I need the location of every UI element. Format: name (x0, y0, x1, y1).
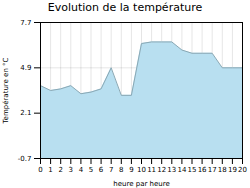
svg-text:8: 8 (119, 166, 123, 174)
svg-text:7: 7 (109, 166, 113, 174)
html-text:Evolution de la température: Evolution de la température (47, 1, 203, 14)
svg-text:20: 20 (238, 166, 247, 174)
svg-text:3: 3 (69, 166, 73, 174)
svg-text:12: 12 (157, 166, 166, 174)
svg-text:7.7: 7.7 (20, 19, 31, 27)
svg-text:-0.7: -0.7 (18, 155, 32, 163)
svg-text:17: 17 (208, 166, 217, 174)
svg-text:13: 13 (167, 166, 176, 174)
svg-text:6: 6 (99, 166, 104, 174)
svg-text:15: 15 (188, 166, 197, 174)
svg-text:4: 4 (79, 166, 84, 174)
svg-text:14: 14 (177, 166, 186, 174)
svg-text:0: 0 (38, 166, 42, 174)
svg-text:1: 1 (48, 166, 52, 174)
svg-text:Température en °C: Température en °C (2, 57, 10, 124)
svg-text:16: 16 (198, 166, 207, 174)
svg-text:19: 19 (228, 166, 237, 174)
svg-text:heure par heure: heure par heure (113, 180, 169, 188)
svg-text:2.1: 2.1 (20, 109, 31, 117)
svg-text:18: 18 (218, 166, 227, 174)
svg-text:4.9: 4.9 (20, 64, 31, 72)
svg-text:11: 11 (147, 166, 156, 174)
svg-text:2: 2 (58, 166, 62, 174)
svg-text:5: 5 (89, 166, 93, 174)
svg-text:9: 9 (129, 166, 133, 174)
svg-text:10: 10 (137, 166, 146, 174)
